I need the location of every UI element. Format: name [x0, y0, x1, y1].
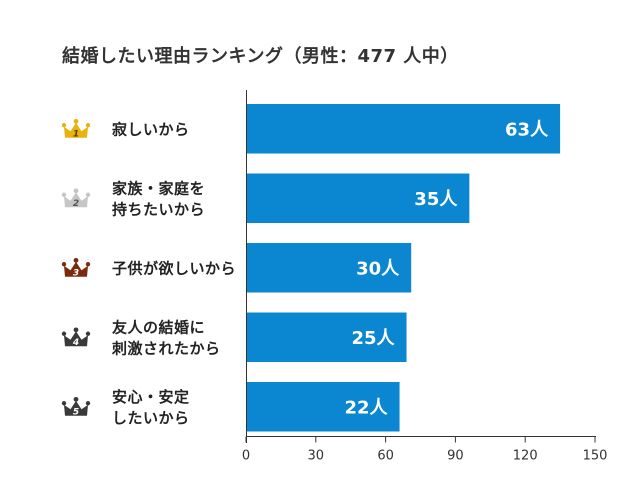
crown-tip — [61, 331, 67, 336]
bar — [246, 312, 407, 362]
crown-tip — [73, 396, 79, 402]
category-label-line: 友人の結婚に — [112, 318, 205, 336]
category-label-line: 家族・家庭を — [112, 179, 205, 197]
rank-number: 3 — [73, 268, 79, 278]
crown-tip — [85, 262, 91, 267]
category-label-line: 安心・安定 — [112, 388, 190, 406]
rank-number: 1 — [73, 129, 79, 139]
category-label: 家族・家庭を持ちたいから — [112, 179, 205, 218]
category-label: 安心・安定したいから — [112, 388, 190, 427]
category-label-line: したいから — [112, 409, 190, 427]
crown-tip — [73, 118, 79, 124]
bar — [246, 104, 561, 154]
crown-body — [64, 261, 88, 277]
category-label: 子供が欲しいから — [112, 259, 236, 277]
crown-body — [64, 331, 88, 347]
x-axis-ticks: 0 30 60 90 120 150 — [242, 436, 608, 464]
crown-tip — [61, 123, 67, 128]
bar-value-label: 35人 — [414, 189, 458, 210]
crown-icon: 5 — [61, 396, 91, 417]
rank-number: 5 — [73, 407, 79, 417]
x-tick-label: 0 — [242, 449, 250, 464]
crown-icon: 1 — [61, 118, 91, 139]
crown-tip — [73, 188, 79, 194]
category-rows: 1 寂しいから 2 家族・家庭を持ちたいから 3 子供が欲しいから 4 友人の結婚に刺激された… — [61, 118, 236, 427]
rank-number: 4 — [72, 338, 79, 348]
x-tick-label: 120 — [513, 449, 538, 464]
bar-value-label: 30人 — [356, 258, 400, 279]
category-label: 寂しいから — [112, 120, 190, 138]
x-tick-label: 150 — [583, 449, 608, 464]
crown-tip — [85, 123, 91, 128]
bar — [246, 382, 400, 432]
crown-body — [64, 400, 88, 416]
crown-tip — [85, 401, 91, 406]
crown-tip — [73, 327, 79, 333]
crown-tip — [85, 331, 91, 336]
crown-icon: 2 — [61, 188, 91, 209]
bar-value-label: 25人 — [351, 328, 395, 349]
crown-tip — [61, 401, 67, 406]
crown-icon: 3 — [61, 257, 91, 278]
bar — [246, 243, 412, 293]
bar-value-label: 22人 — [344, 397, 388, 418]
bar — [246, 173, 470, 223]
crown-tip — [61, 262, 67, 267]
crown-tip — [61, 192, 67, 197]
category-label-line: 持ちたいから — [112, 200, 205, 218]
bars: 63人 35人 30人 25人 22人 — [246, 104, 561, 432]
x-tick-label: 30 — [308, 449, 325, 464]
crown-tip — [85, 192, 91, 197]
chart-title: 結婚したい理由ランキング（男性：477 人中） — [62, 45, 459, 67]
x-tick-label: 90 — [447, 449, 464, 464]
category-label-line: 刺激されたから — [112, 339, 221, 357]
category-label-line: 寂しいから — [112, 120, 190, 138]
x-tick-label: 60 — [377, 449, 394, 464]
crown-body — [64, 192, 88, 208]
crown-body — [64, 122, 88, 138]
crown-icon: 4 — [61, 327, 91, 348]
category-label: 友人の結婚に刺激されたから — [112, 318, 221, 357]
category-label-line: 子供が欲しいから — [112, 259, 236, 277]
crown-tip — [73, 257, 79, 263]
rank-number: 2 — [73, 199, 79, 209]
bar-value-label: 63人 — [505, 119, 549, 140]
